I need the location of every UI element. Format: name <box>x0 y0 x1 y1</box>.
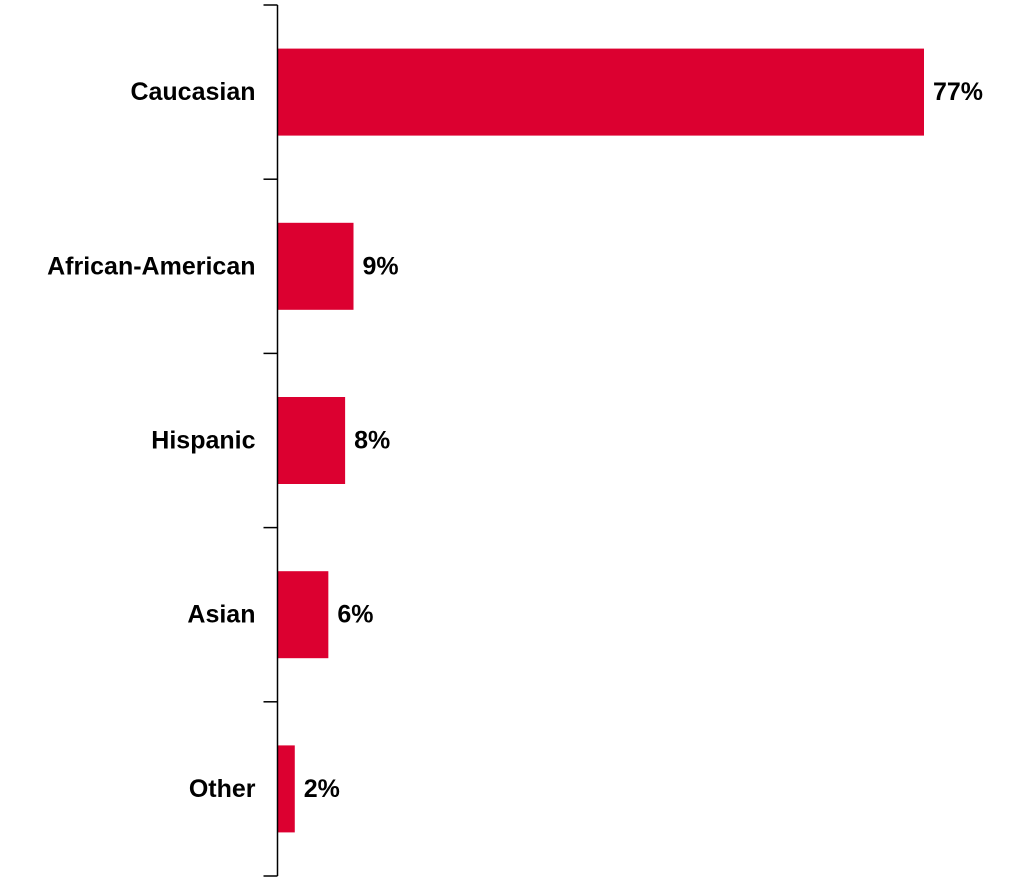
bar-hispanic <box>278 397 346 484</box>
value-label-african-american: 9% <box>363 252 399 280</box>
category-axis <box>263 4 279 877</box>
bar-other <box>278 745 295 833</box>
category-label-other: Other <box>189 775 256 803</box>
value-label-caucasian: 77% <box>933 78 983 106</box>
category-label-caucasian: Caucasian <box>130 78 255 106</box>
bar-asian <box>278 571 329 659</box>
value-label-hispanic: 8% <box>354 427 390 455</box>
value-label-other: 2% <box>304 775 340 803</box>
labels-layer: Caucasian 77% African-American 9% Hispanic 8%… <box>47 78 983 803</box>
category-label-asian: Asian <box>187 601 255 629</box>
category-label-african-american: African-American <box>47 252 255 280</box>
bars-layer <box>278 48 924 833</box>
category-label-hispanic: Hispanic <box>151 427 255 455</box>
bar-african-american <box>278 222 354 310</box>
bar-caucasian <box>278 48 924 136</box>
value-label-asian: 6% <box>337 601 373 629</box>
